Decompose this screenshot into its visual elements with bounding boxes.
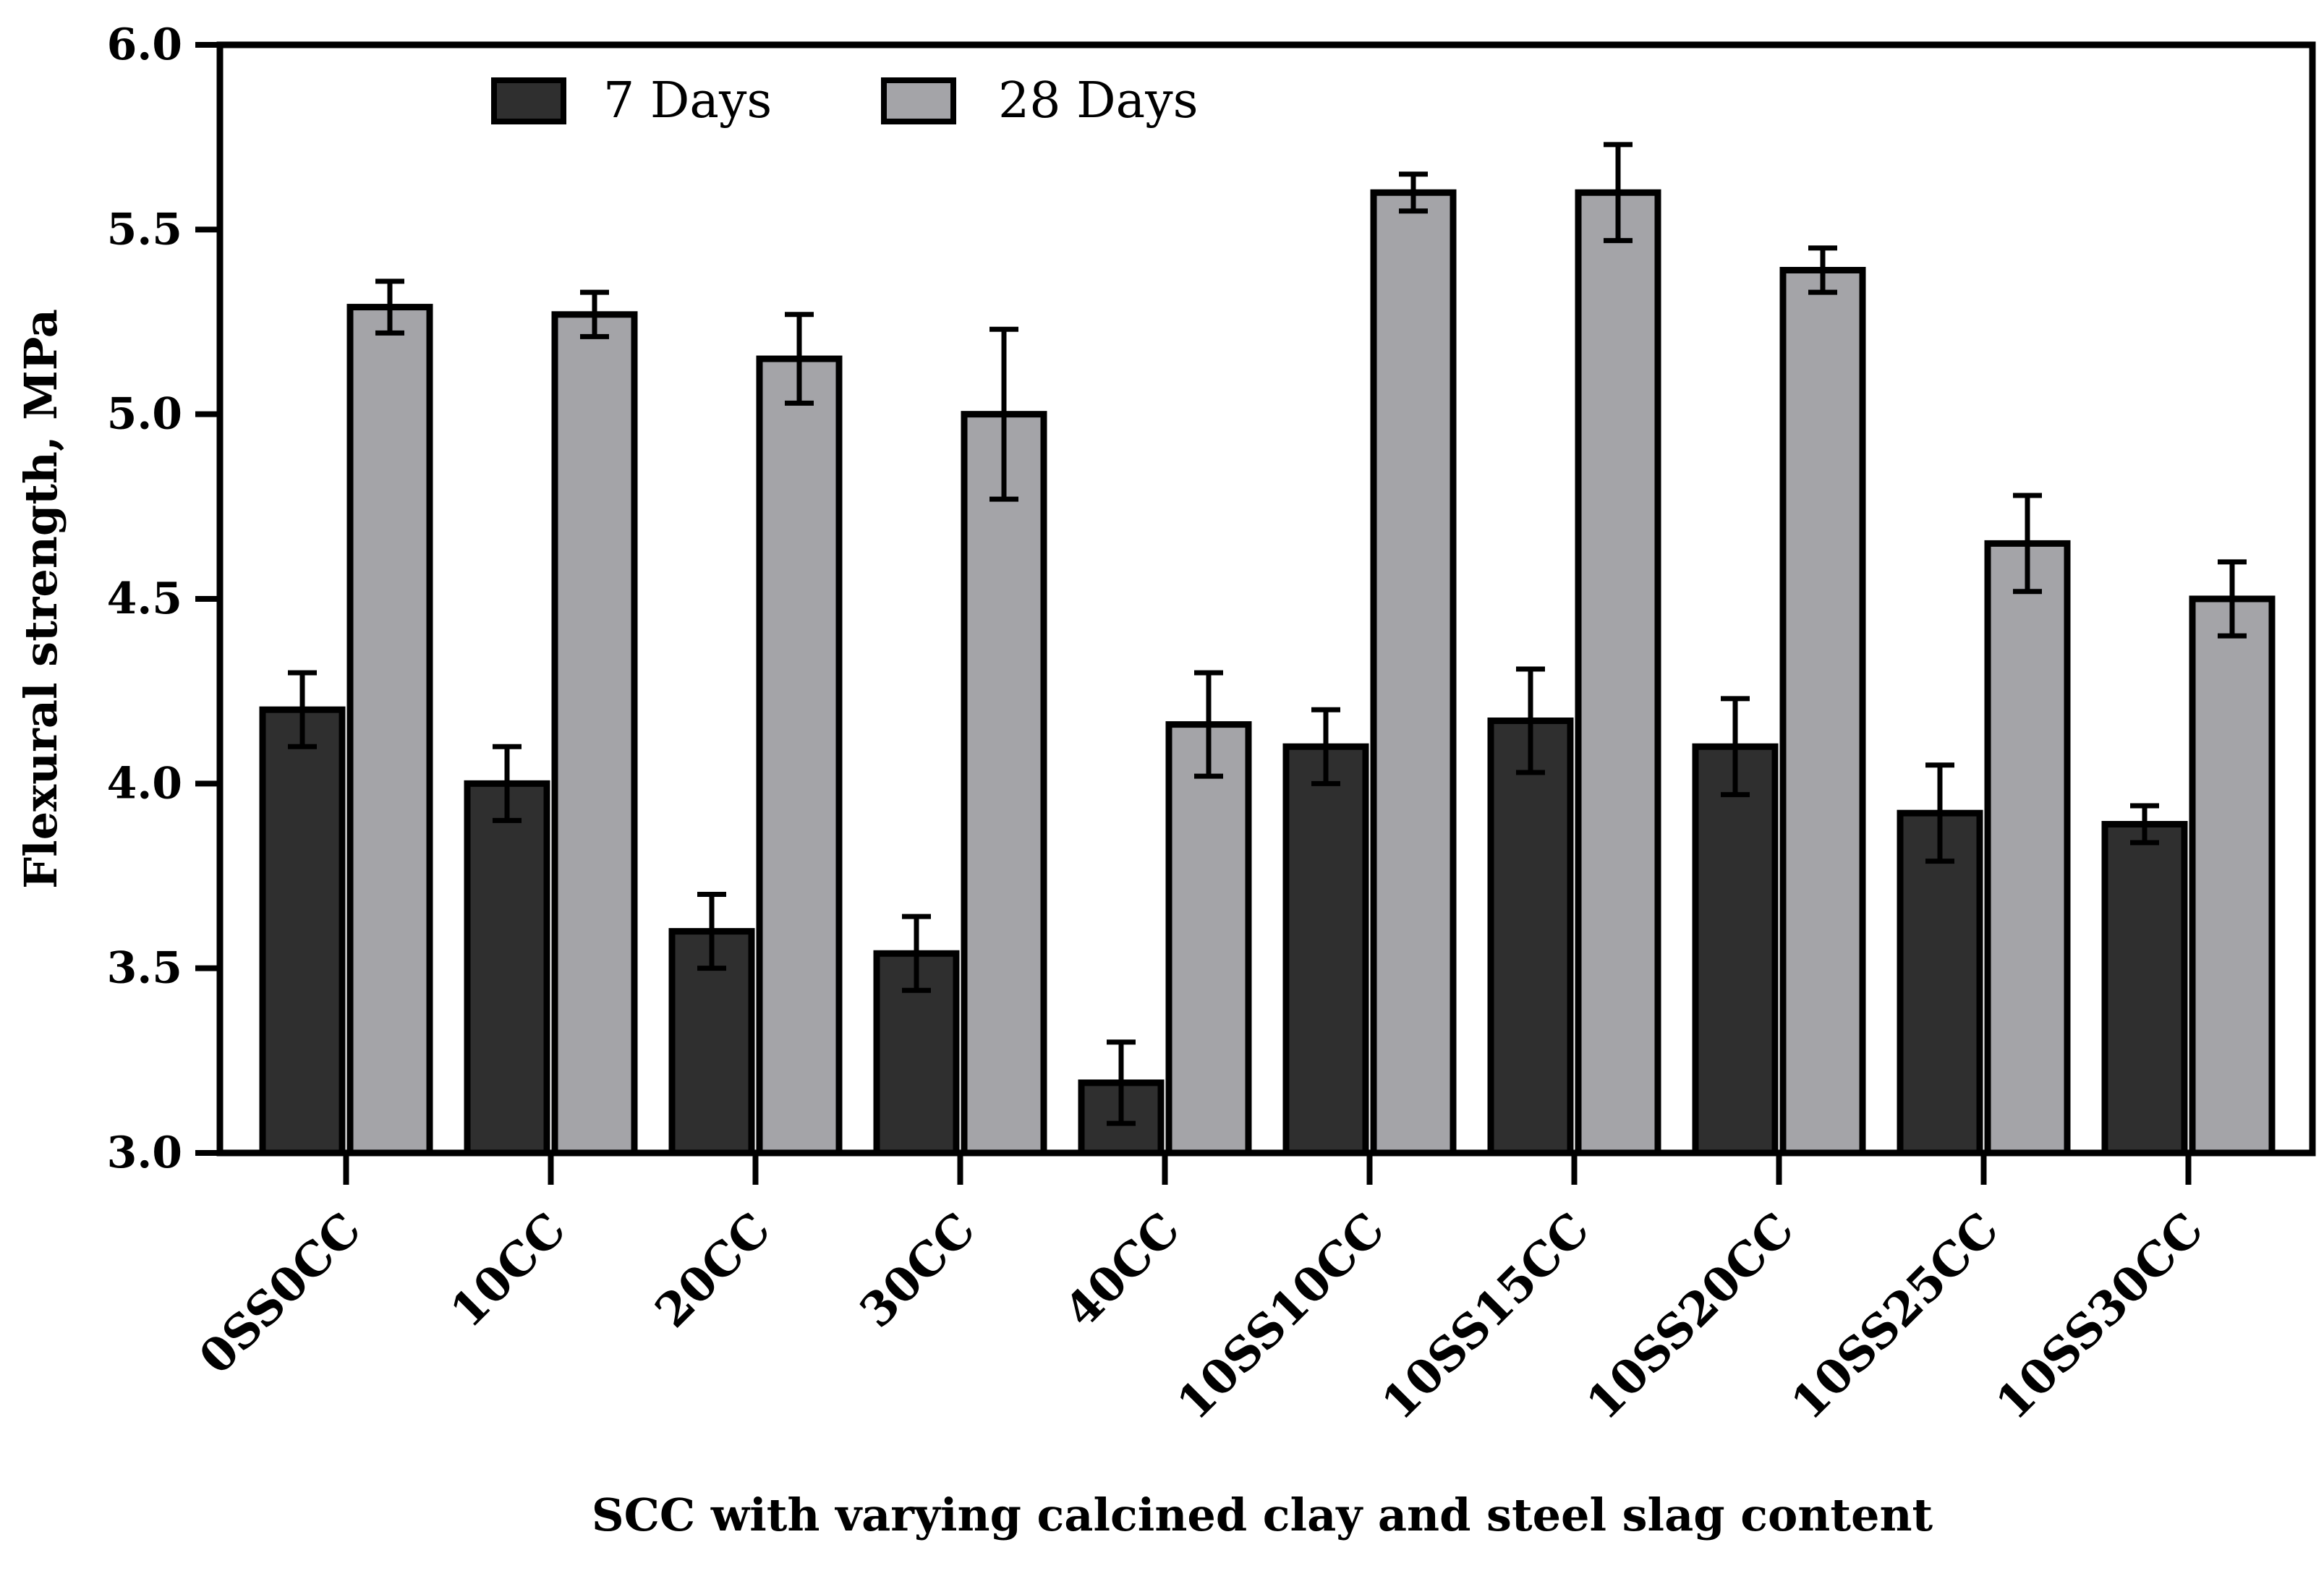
bar-7-days-10SS10CC [1282, 743, 1369, 1157]
legend-label-7-days: 7 Days [603, 72, 772, 129]
error-bar-7-days-0SS0CC [288, 670, 317, 749]
error-bar-7-days-40CC [1107, 1039, 1136, 1126]
error-bar-28-days-10SS15CC [1604, 142, 1633, 244]
x-tick-label-10SS10CC: 10SS10CC [1167, 1202, 1395, 1430]
bar-7-days-10SS25CC [1897, 809, 1983, 1157]
error-bar-7-days-20CC [697, 892, 726, 971]
error-bar-28-days-0SS0CC [375, 278, 404, 336]
bar-7-days-0SS0CC [259, 706, 346, 1157]
error-bar-7-days-10CC [493, 744, 522, 823]
error-bar-28-days-20CC [785, 312, 814, 406]
bars-layer [259, 189, 2276, 1157]
error-bar-28-days-30CC [989, 326, 1018, 502]
bar-7-days-10CC [464, 780, 550, 1157]
x-tick-label-40CC: 40CC [1055, 1202, 1191, 1338]
bar-28-days-20CC [756, 355, 843, 1157]
error-bar-7-days-10SS20CC [1721, 696, 1750, 798]
error-bar-7-days-10SS10CC [1311, 707, 1340, 786]
bar-28-days-10CC [551, 311, 638, 1157]
bar-28-days-30CC [961, 411, 1047, 1157]
legend-label-28-days: 28 Days [998, 72, 1199, 129]
error-bar-7-days-10SS25CC [1925, 762, 1954, 864]
y-tick-label-5.5: 5.5 [107, 204, 182, 255]
x-tick-label-30CC: 30CC [850, 1202, 986, 1338]
bar-28-days-10SS30CC [2189, 595, 2276, 1157]
x-tick-label-10SS20CC: 10SS20CC [1576, 1202, 1804, 1430]
y-tick-label-3.0: 3.0 [107, 1128, 182, 1178]
bar-28-days-40CC [1165, 721, 1252, 1157]
x-axis: 0SS0CC 10CC 20CC 30CC 40CC10SS10CC10SS15CC10… [189, 1153, 2214, 1431]
error-bars-layer [288, 142, 2247, 1126]
x-axis-title: SCC with varying calcined clay and steel… [592, 1489, 1933, 1541]
error-bar-28-days-10SS10CC [1399, 171, 1428, 214]
bar-28-days-10SS25CC [1984, 540, 2071, 1157]
x-tick-label-10SS15CC: 10SS15CC [1371, 1202, 1599, 1430]
y-axis-title: Flexural strength, MPa [14, 309, 67, 889]
legend: 7 Days 28 Days [491, 72, 1199, 129]
x-tick-label-10SS30CC: 10SS30CC [1985, 1202, 2213, 1430]
bar-7-days-10SS20CC [1692, 743, 1779, 1157]
y-tick-label-5.0: 5.0 [107, 389, 182, 440]
x-tick-label-10SS25CC: 10SS25CC [1781, 1202, 2009, 1430]
y-tick-label-4.5: 4.5 [107, 574, 182, 624]
legend-swatch-7-days [491, 77, 566, 124]
bar-7-days-10SS30CC [2101, 821, 2188, 1157]
y-tick-label-4.0: 4.0 [107, 758, 182, 809]
bar-28-days-10SS10CC [1370, 189, 1457, 1157]
error-bar-7-days-10SS15CC [1516, 666, 1545, 775]
bar-28-days-10SS15CC [1575, 189, 1661, 1157]
bar-28-days-0SS0CC [346, 304, 433, 1157]
error-bar-28-days-40CC [1194, 670, 1223, 779]
bar-7-days-10SS15CC [1487, 718, 1574, 1157]
error-bar-7-days-10SS30CC [2130, 803, 2159, 846]
y-tick-label-3.5: 3.5 [107, 943, 182, 994]
error-bar-28-days-10SS20CC [1808, 245, 1837, 295]
x-tick-label-0SS0CC: 0SS0CC [189, 1202, 371, 1384]
legend-swatch-28-days [881, 77, 956, 124]
x-tick-label-10CC: 10CC [440, 1202, 576, 1338]
error-bar-7-days-30CC [902, 914, 931, 993]
y-axis: 3.0 3.5 4.0 4.5 5.0 5.5 6.0 [107, 20, 220, 1178]
error-bar-28-days-10SS25CC [2013, 493, 2042, 595]
error-bar-28-days-10CC [580, 289, 609, 339]
bar-28-days-10SS20CC [1779, 267, 1866, 1157]
y-tick-label-6.0: 6.0 [107, 20, 182, 70]
x-tick-label-20CC: 20CC [645, 1202, 781, 1338]
error-bar-28-days-10SS30CC [2218, 559, 2247, 639]
